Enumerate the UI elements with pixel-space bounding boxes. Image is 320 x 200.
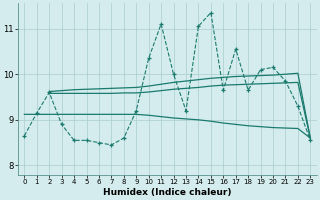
X-axis label: Humidex (Indice chaleur): Humidex (Indice chaleur) — [103, 188, 232, 197]
